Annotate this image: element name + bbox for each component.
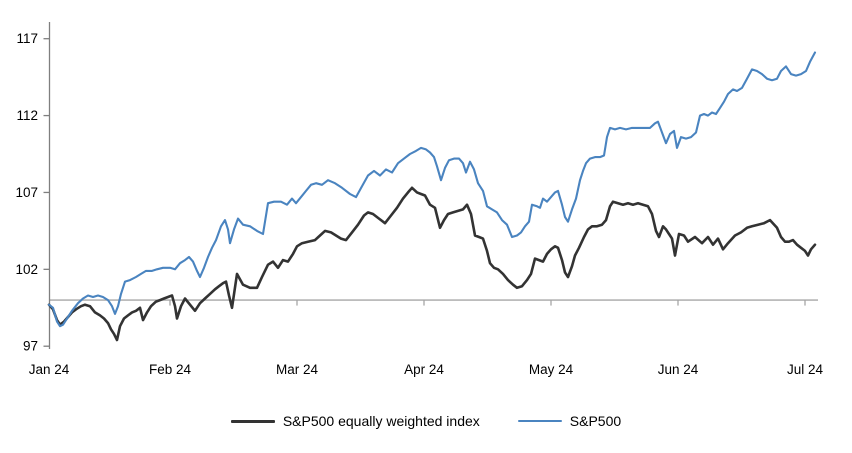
x-axis-tick-label: Mar 24 <box>276 362 319 377</box>
legend-label-equal-weight: S&P500 equally weighted index <box>282 413 480 429</box>
equal-weight-line-swatch <box>230 419 275 423</box>
x-axis-tick-label: Jan 24 <box>29 362 70 377</box>
y-axis-tick-label: 102 <box>15 262 38 277</box>
equal-weight-index-line <box>47 186 817 342</box>
x-axis-tick-label: Jul 24 <box>787 362 824 377</box>
x-axis-tick-label: Feb 24 <box>149 362 192 377</box>
x-axis-tick-label: May 24 <box>529 362 574 377</box>
sp500-line <box>47 51 817 328</box>
legend-item-sp500: S&P500 <box>517 412 622 430</box>
legend-label-sp500: S&P500 <box>569 413 622 429</box>
chart-legend: S&P500 equally weighted index S&P500 <box>0 412 852 430</box>
y-axis-tick-label: 112 <box>16 108 38 123</box>
y-axis-tick-label: 107 <box>15 185 38 200</box>
legend-item-equal-weight: S&P500 equally weighted index <box>230 412 480 430</box>
y-axis-tick-label: 97 <box>23 339 38 354</box>
x-axis-tick-label: Apr 24 <box>404 362 444 377</box>
x-axis-tick-label: Jun 24 <box>658 362 699 377</box>
y-axis-tick-label: 117 <box>16 31 38 46</box>
sp500-line-swatch <box>517 419 562 423</box>
